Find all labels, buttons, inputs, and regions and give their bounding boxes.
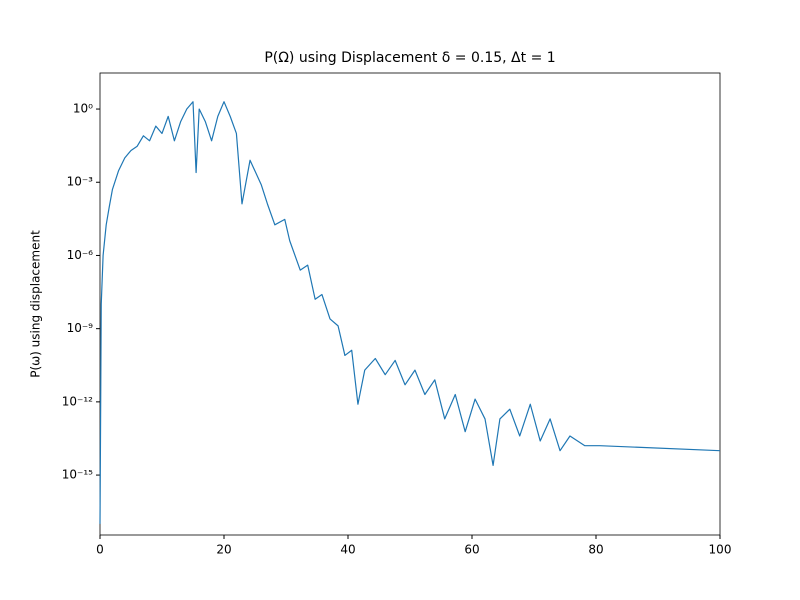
data-line (99, 101, 721, 524)
y-tick-label: 10⁰ (73, 102, 93, 116)
x-tick-label: 60 (464, 543, 479, 557)
chart-title: P(Ω) using Displacement δ = 0.15, Δt = 1 (264, 50, 555, 66)
y-tick-label: 10⁻³ (67, 175, 94, 189)
y-tick-label: 10⁻¹² (62, 394, 93, 408)
y-tick-label: 10⁻⁹ (67, 321, 94, 335)
x-tick-label: 20 (216, 543, 231, 557)
x-tick-label: 80 (588, 543, 603, 557)
x-tick-label: 100 (709, 543, 732, 557)
y-axis-label: P(ω) using displacement (29, 230, 43, 378)
plot-frame (99, 72, 721, 536)
x-tick-label: 0 (96, 543, 104, 557)
y-tick-label: 10⁻¹⁵ (62, 468, 93, 482)
x-tick-label: 40 (340, 543, 355, 557)
y-tick-label: 10⁻⁶ (67, 248, 94, 262)
